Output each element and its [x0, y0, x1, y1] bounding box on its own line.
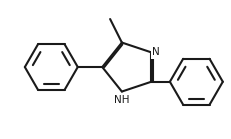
- Text: NH: NH: [114, 95, 130, 105]
- Text: N: N: [152, 47, 160, 57]
